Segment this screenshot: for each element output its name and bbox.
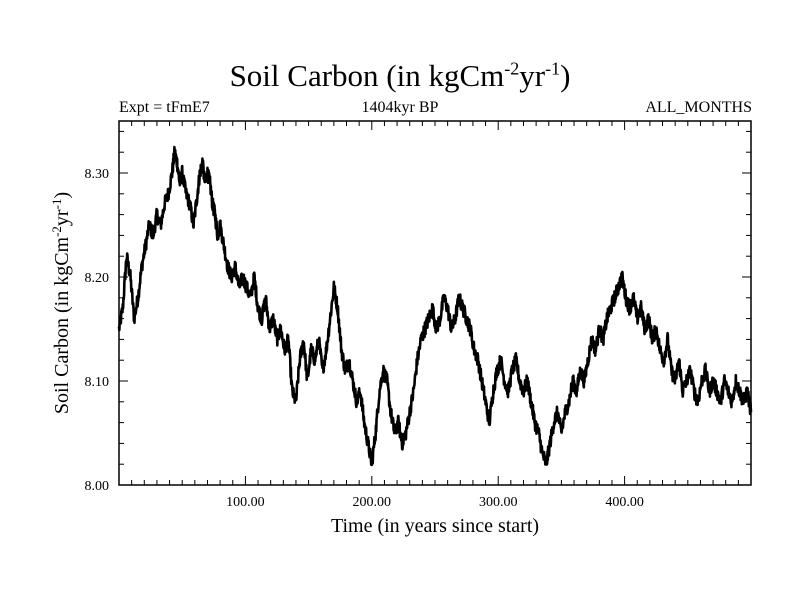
x-axis-label: Time (in years since start): [331, 515, 539, 537]
period-label: 1404kyr BP: [361, 99, 439, 116]
y-tick-label: 8.00: [85, 479, 110, 494]
plot-frame: [118, 120, 752, 486]
x-tick-label: 400.00: [605, 495, 644, 510]
y-tick-label: 8.10: [85, 375, 110, 390]
y-tick-label: 8.20: [85, 271, 110, 286]
series-line-0: [117, 145, 753, 467]
chart-title: Soil Carbon (in kgCm-2yr-1): [229, 58, 571, 93]
y-tick-label: 8.30: [85, 167, 110, 182]
y-axis-label: Soil Carbon (in kgCm-2yr-1): [49, 192, 73, 414]
x-tick-label: 100.00: [226, 495, 265, 510]
experiment-label: Expt = tFmE7: [119, 99, 210, 116]
x-tick-label: 200.00: [353, 495, 392, 510]
x-tick-label: 300.00: [479, 495, 518, 510]
months-label: ALL_MONTHS: [645, 99, 752, 116]
